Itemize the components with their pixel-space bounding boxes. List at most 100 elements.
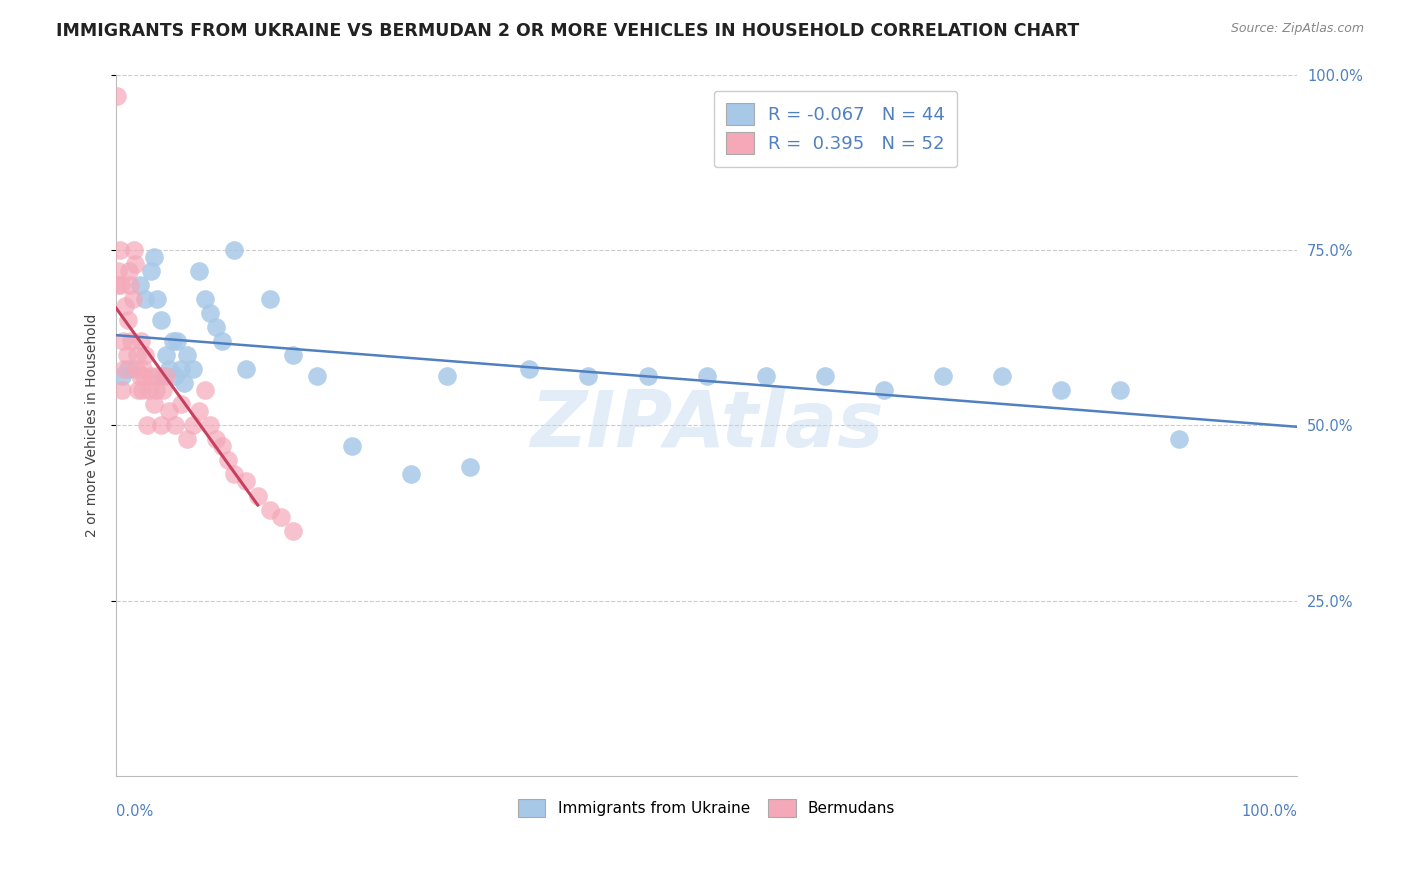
Point (132, 362, 155, 376)
Point (270, 509, 292, 524)
Point (200, 418, 222, 433)
Point (111, 369, 134, 384)
Point (162, 334, 184, 348)
Point (108, 243, 131, 257)
Point (152, 384, 174, 398)
Point (163, 369, 186, 384)
Point (105, 88, 128, 103)
Point (127, 384, 149, 398)
Point (170, 397, 193, 411)
Point (121, 292, 143, 306)
Point (173, 376, 195, 391)
Point (118, 264, 141, 278)
Point (401, 467, 423, 482)
Point (222, 243, 245, 257)
Point (176, 348, 198, 362)
Point (142, 397, 165, 411)
Point (696, 369, 718, 384)
Point (283, 348, 305, 362)
Text: IMMIGRANTS FROM UKRAINE VS BERMUDAN 2 OR MORE VEHICLES IN HOUSEHOLD CORRELATION : IMMIGRANTS FROM UKRAINE VS BERMUDAN 2 OR… (56, 22, 1080, 40)
Point (436, 369, 458, 384)
Point (110, 278, 132, 293)
Point (1050, 384, 1073, 398)
Point (200, 306, 222, 320)
Point (217, 453, 239, 467)
Point (163, 418, 186, 433)
Point (120, 278, 142, 293)
Point (176, 433, 198, 447)
Point (115, 348, 138, 362)
Point (155, 348, 177, 362)
Text: 100.0%: 100.0% (1241, 805, 1298, 819)
Point (578, 369, 600, 384)
Point (141, 369, 163, 384)
Point (141, 264, 163, 278)
Point (124, 257, 146, 271)
Point (128, 369, 150, 384)
Point (181, 362, 204, 376)
Point (111, 384, 134, 398)
Point (1109, 384, 1132, 398)
Point (112, 362, 135, 376)
Point (222, 467, 245, 482)
Point (259, 502, 281, 516)
Point (814, 369, 837, 384)
Point (873, 384, 896, 398)
Point (187, 404, 209, 418)
Point (211, 334, 233, 348)
Legend: Immigrants from Ukraine, Bermudans: Immigrants from Ukraine, Bermudans (510, 792, 903, 825)
Point (1168, 433, 1191, 447)
Point (205, 433, 228, 447)
Text: Source: ZipAtlas.com: Source: ZipAtlas.com (1230, 22, 1364, 36)
Point (205, 320, 228, 334)
Point (125, 362, 148, 376)
Point (235, 475, 257, 489)
Point (193, 292, 215, 306)
Point (637, 369, 659, 384)
Point (460, 460, 482, 475)
Point (157, 362, 180, 376)
Point (170, 362, 193, 376)
Point (283, 524, 305, 538)
Point (134, 348, 156, 362)
Point (122, 243, 145, 257)
Point (187, 264, 209, 278)
Point (155, 369, 177, 384)
Text: ZIPAtlas: ZIPAtlas (530, 387, 883, 463)
Point (105, 278, 128, 293)
Point (181, 418, 204, 433)
Point (138, 384, 160, 398)
Point (134, 369, 156, 384)
Point (157, 404, 180, 418)
Point (149, 418, 172, 433)
Point (142, 250, 165, 264)
Point (932, 369, 955, 384)
Point (145, 384, 167, 398)
Point (152, 369, 174, 384)
Text: 0.0%: 0.0% (115, 805, 153, 819)
Point (193, 384, 215, 398)
Point (755, 369, 778, 384)
Point (112, 334, 135, 348)
Point (146, 369, 169, 384)
Point (134, 292, 156, 306)
Point (146, 292, 169, 306)
Point (129, 334, 152, 348)
Point (235, 362, 257, 376)
Point (135, 418, 157, 433)
Point (114, 299, 136, 313)
Point (128, 278, 150, 293)
Point (519, 362, 541, 376)
Y-axis label: 2 or more Vehicles in Household: 2 or more Vehicles in Household (86, 314, 100, 537)
Point (149, 313, 172, 327)
Point (117, 313, 139, 327)
Point (131, 384, 153, 398)
Point (991, 369, 1014, 384)
Point (246, 489, 269, 503)
Point (120, 334, 142, 348)
Point (305, 369, 328, 384)
Point (166, 334, 188, 348)
Point (127, 348, 149, 362)
Point (211, 439, 233, 453)
Point (342, 439, 364, 453)
